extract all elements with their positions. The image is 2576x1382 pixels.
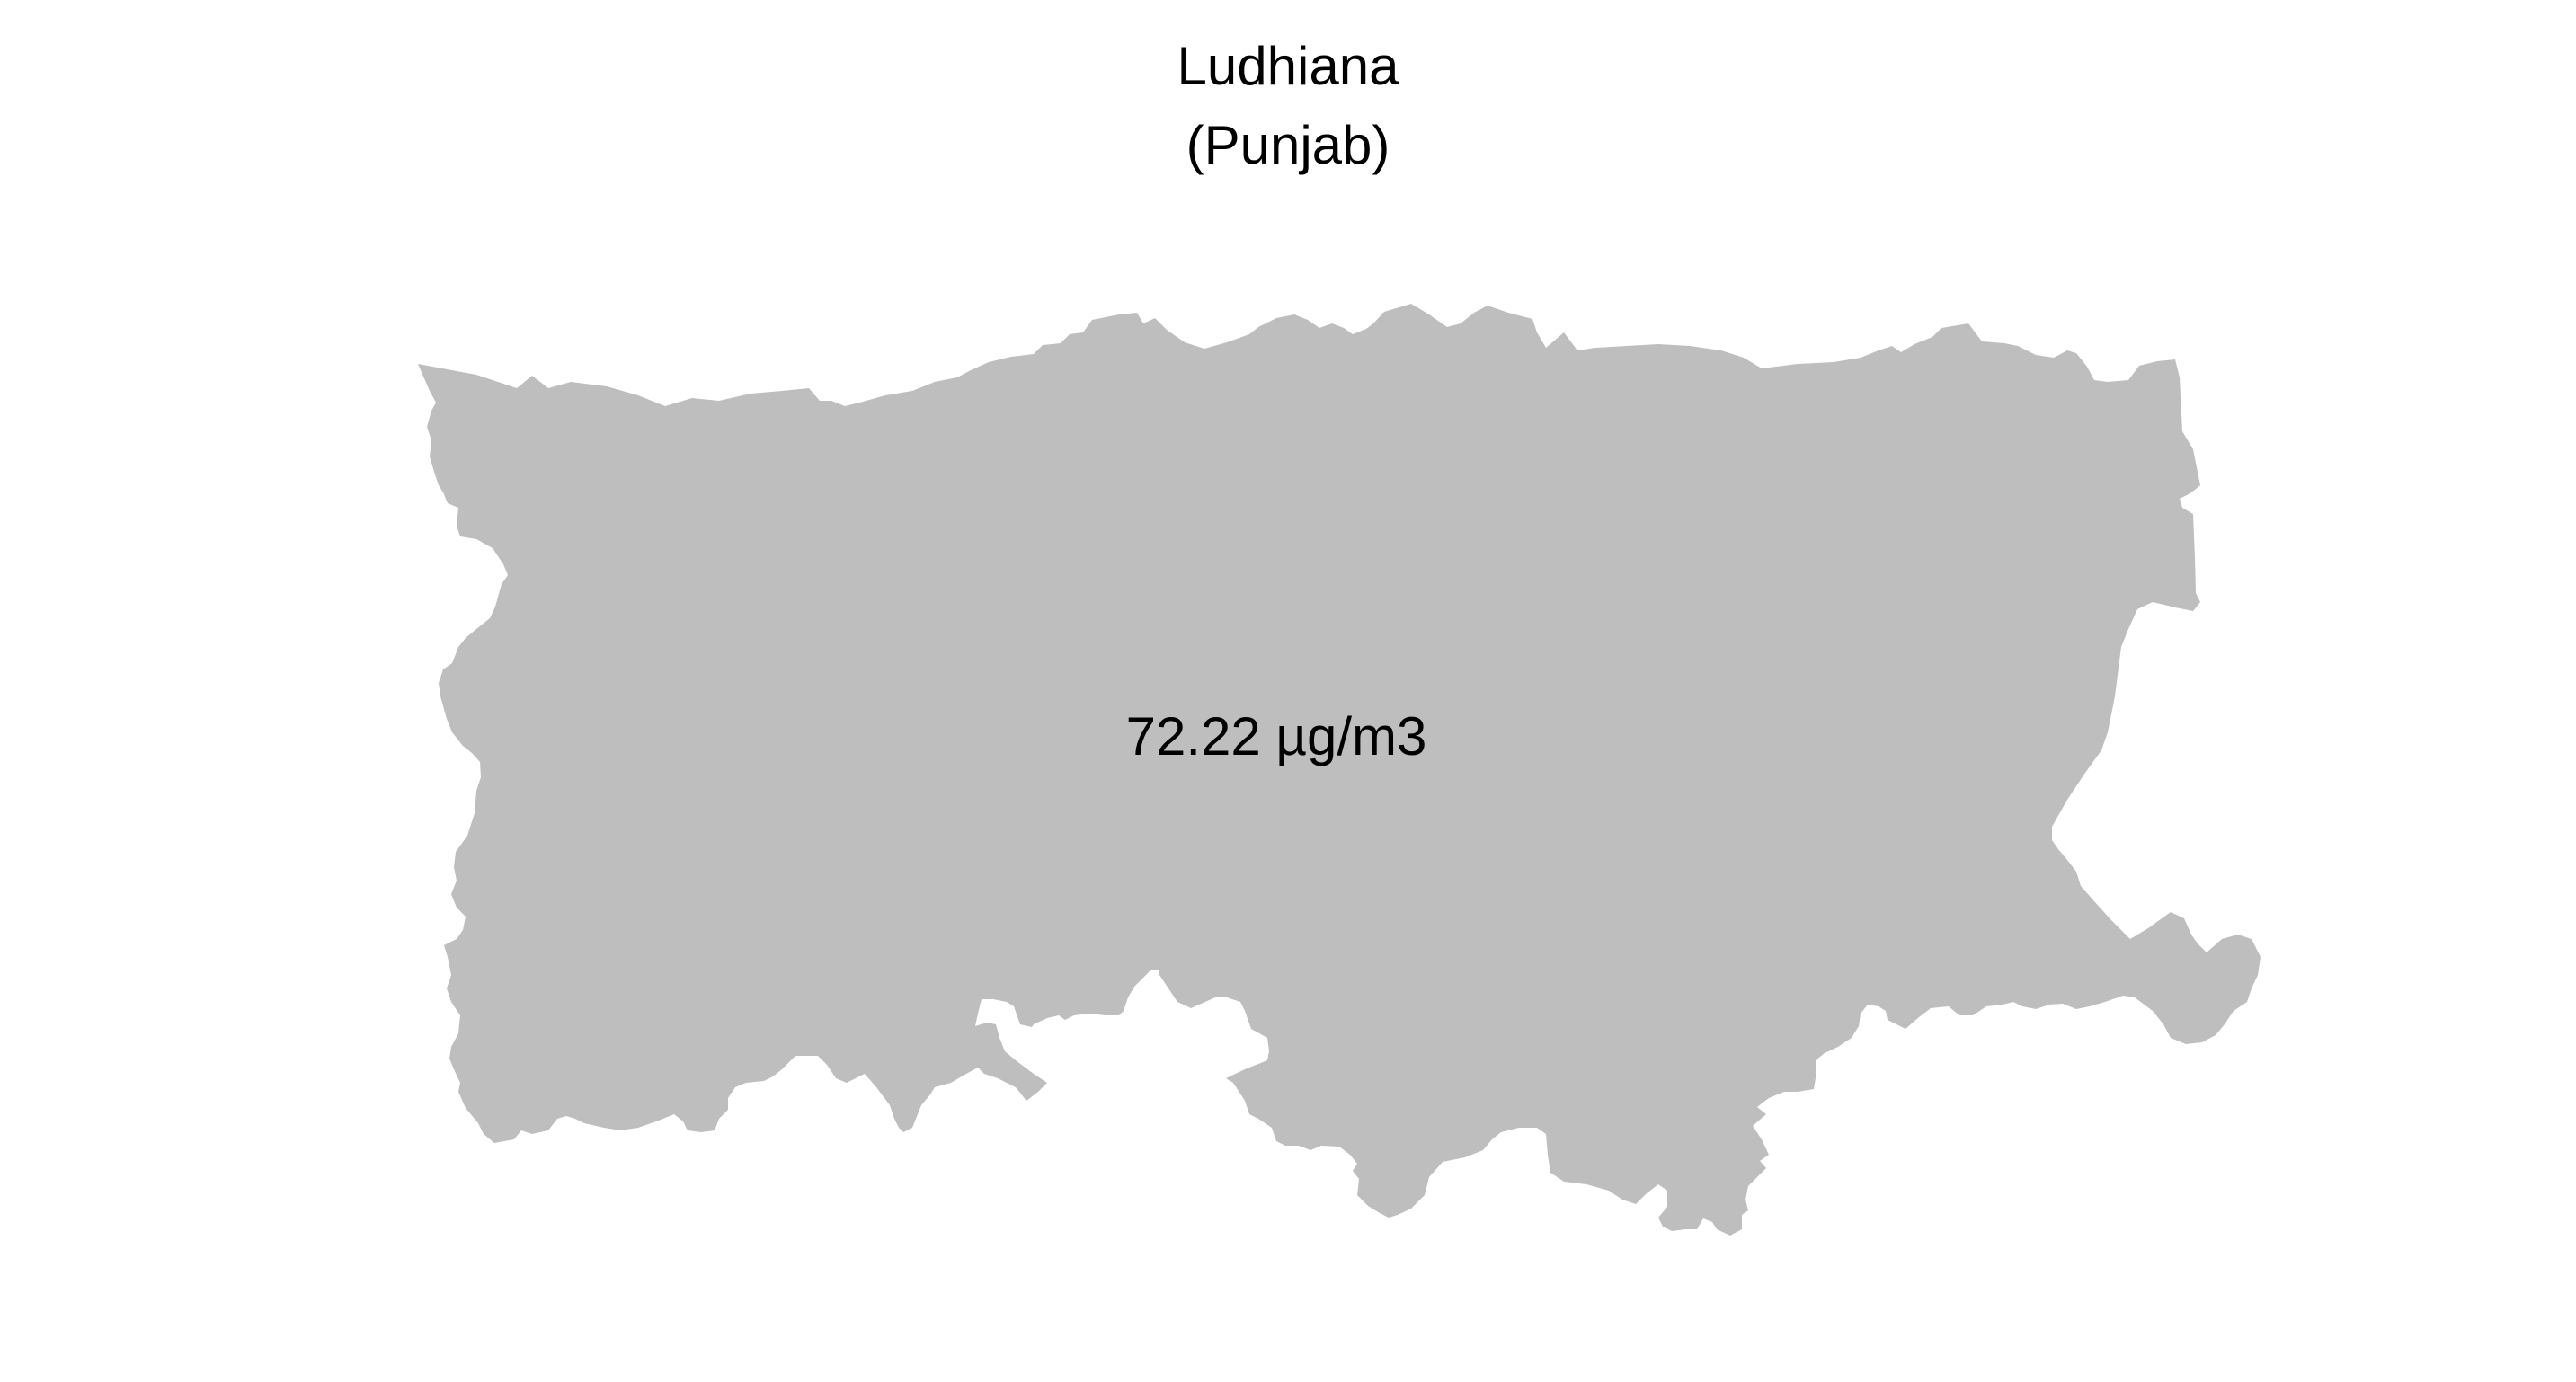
map-title: Ludhiana [1177,36,1399,96]
value-label: 72.22 µg/m3 [1126,706,1427,766]
map-subtitle: (Punjab) [1186,115,1390,175]
district-shape [418,304,2261,1236]
